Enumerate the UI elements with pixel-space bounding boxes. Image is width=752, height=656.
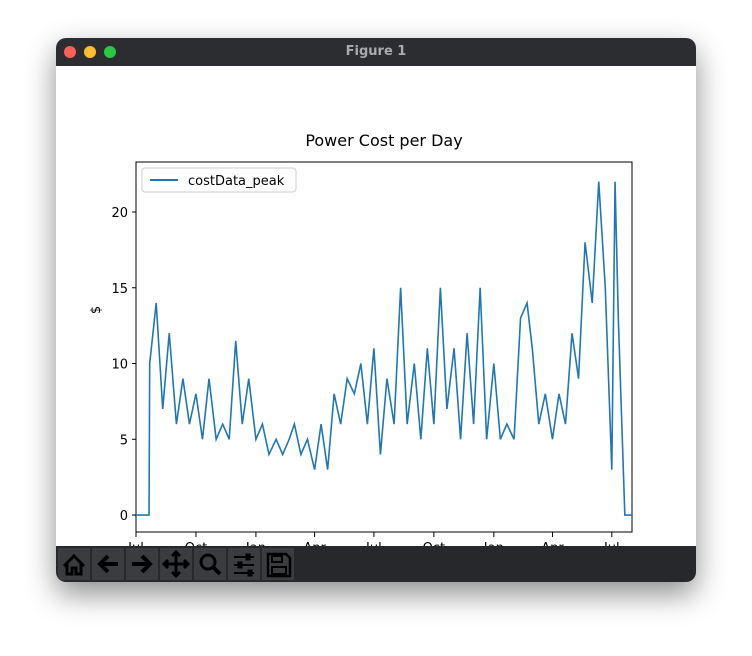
- home-button[interactable]: [58, 548, 90, 580]
- x-tick-label: Oct: [423, 541, 445, 546]
- y-tick-label: 5: [120, 433, 128, 448]
- window: Figure 1 Power Cost per Day $ 0 5 10 15 20 Ju…: [56, 38, 696, 582]
- x-tick-label: Jul: [603, 541, 620, 546]
- toolbar: [56, 546, 696, 582]
- y-axis-label: $: [89, 306, 104, 314]
- y-tick-label: 0: [120, 509, 128, 524]
- plot-frame: [135, 161, 633, 533]
- title-bar: Figure 1: [56, 38, 696, 66]
- y-tick-label: 20: [111, 206, 128, 221]
- x-tick-label: Jan: [483, 541, 504, 546]
- zoom-rect-button[interactable]: [194, 548, 226, 580]
- x-tick-label: Apr: [303, 541, 326, 546]
- data-line: [136, 181, 632, 516]
- minimize-button[interactable]: [84, 46, 96, 58]
- x-tick-label: Jul: [365, 541, 382, 546]
- window-title: Figure 1: [345, 44, 407, 59]
- x-tick-label: Apr: [541, 541, 564, 546]
- y-tick-label: 10: [111, 358, 128, 373]
- zoom-button[interactable]: [104, 46, 116, 58]
- legend-box: [141, 167, 297, 193]
- close-button[interactable]: [64, 46, 76, 58]
- x-tick-label: Jul: [127, 541, 144, 546]
- x-tick-label: Oct: [185, 541, 207, 546]
- toolbar-icons: [58, 548, 294, 580]
- chart-title: Power Cost per Day: [305, 131, 462, 150]
- x-tick-label: Jan: [245, 541, 266, 546]
- legend-label: costData_peak: [188, 174, 285, 189]
- y-tick-label: 15: [111, 282, 128, 297]
- chart: Power Cost per Day $ 0 5 10 15 20 Jul Oct Jan Ap…: [89, 131, 633, 546]
